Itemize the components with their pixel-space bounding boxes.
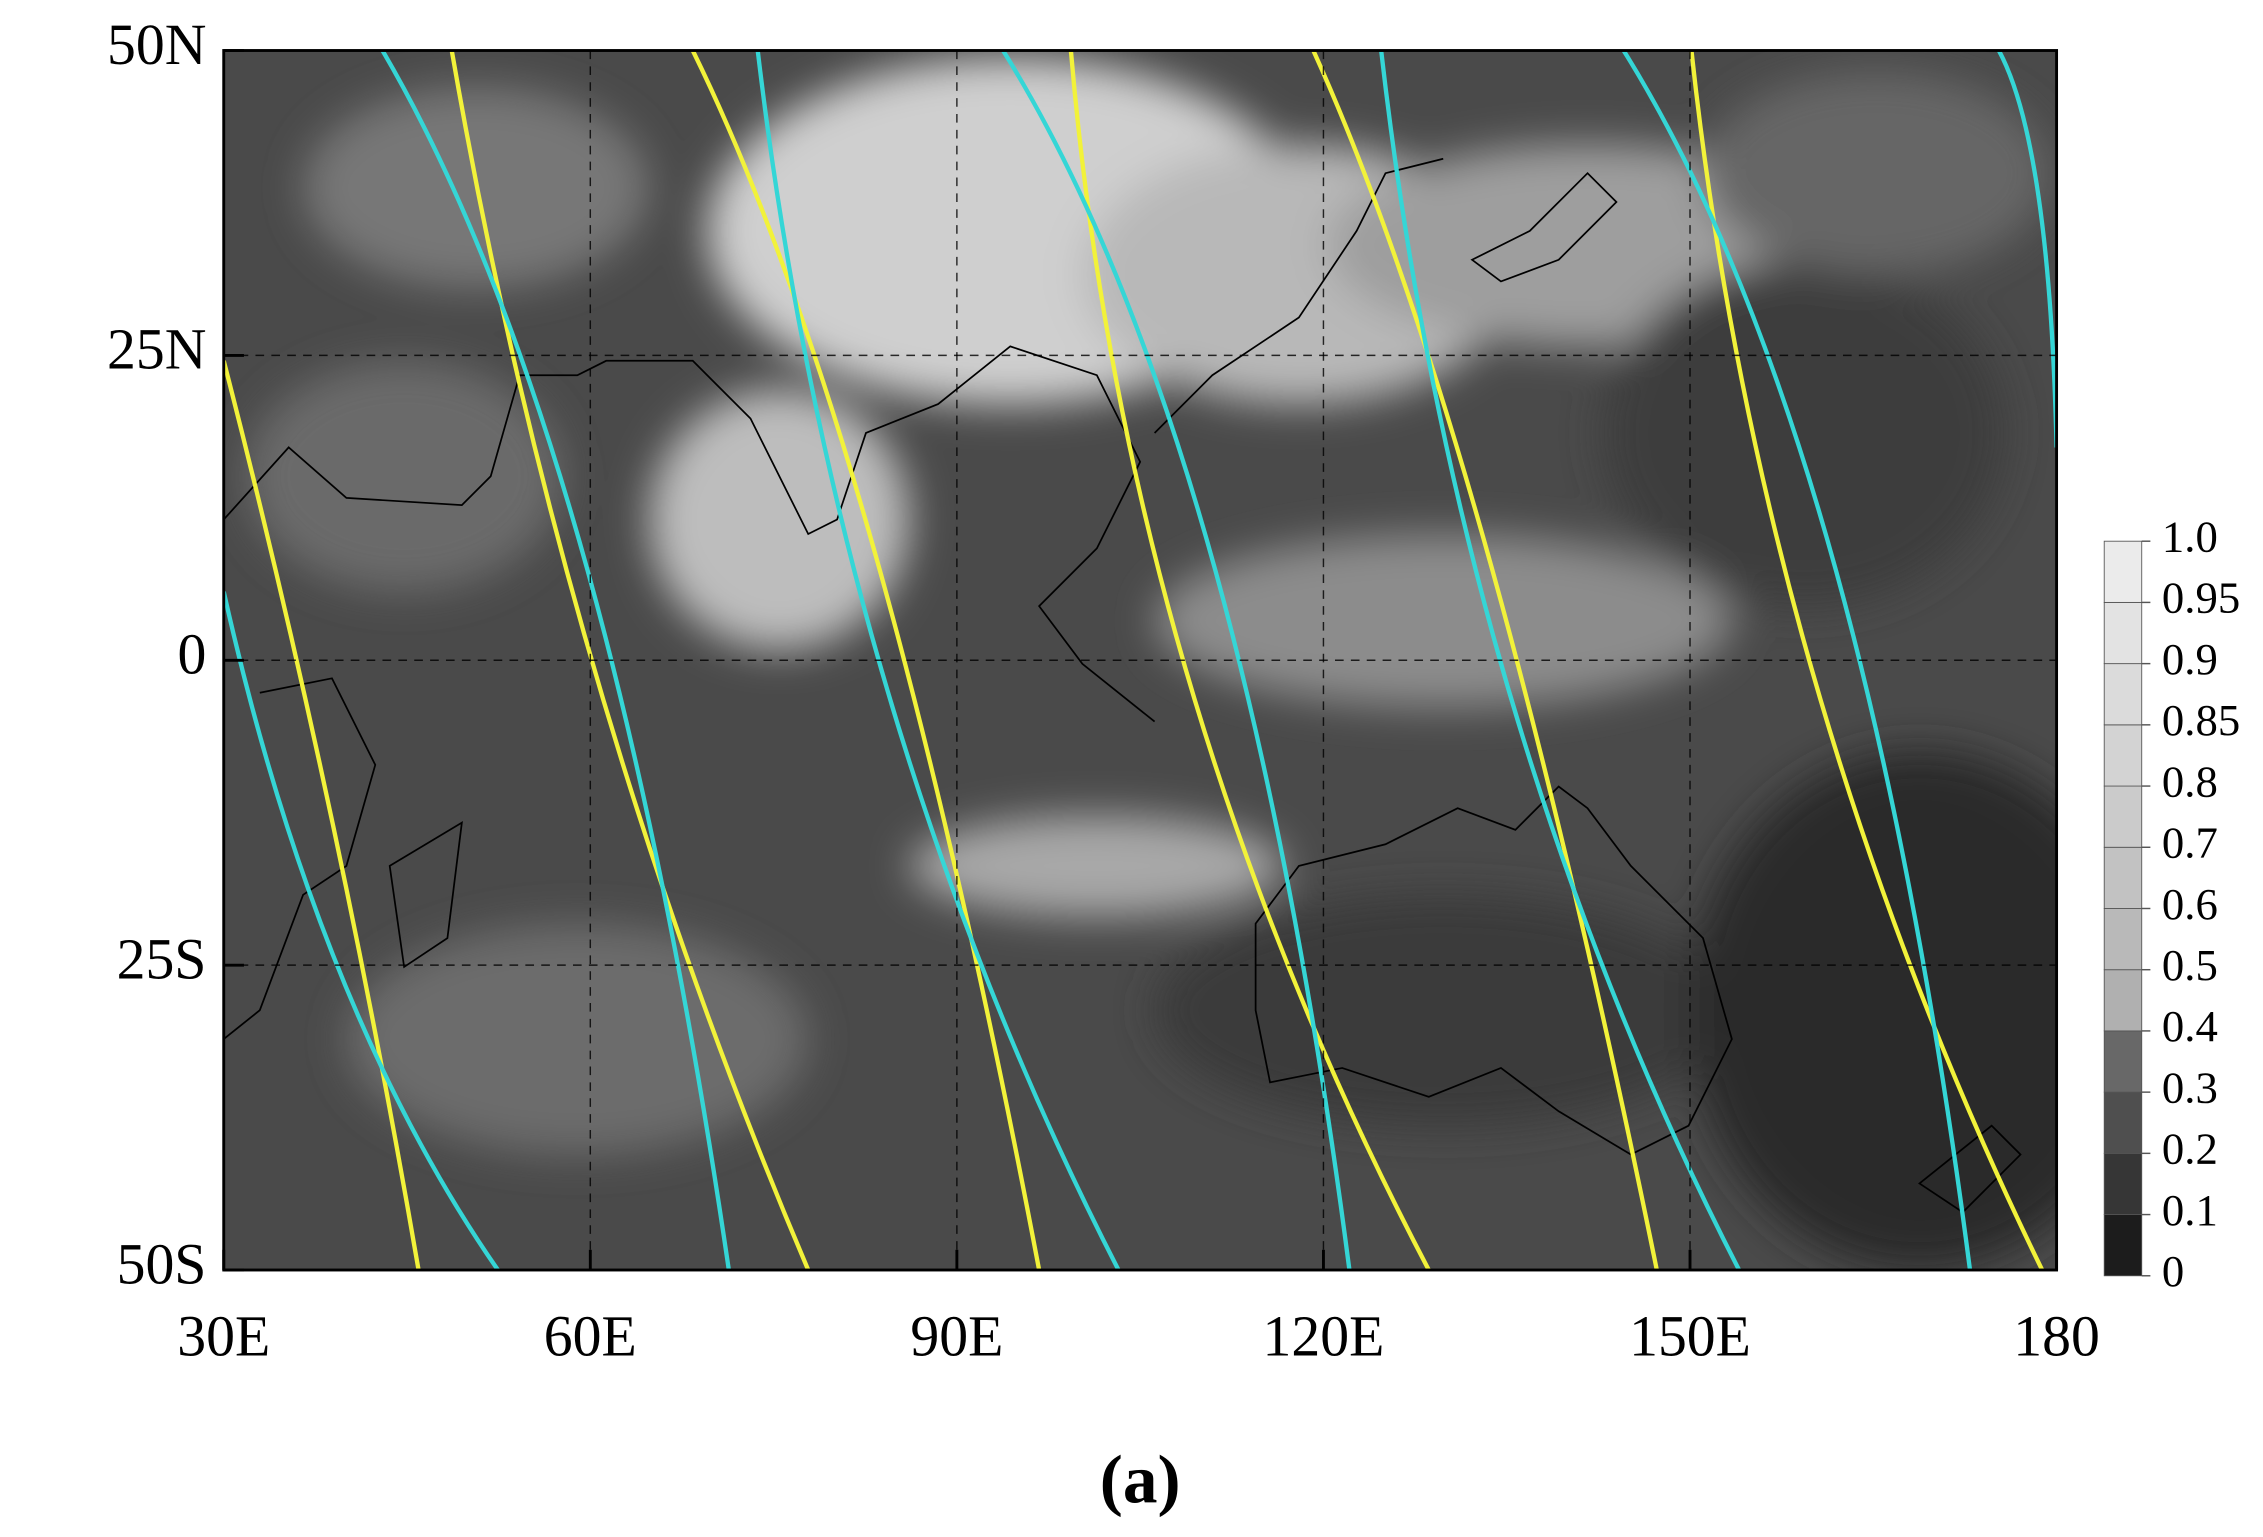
colorbar-label: 0.95 [2162,573,2240,623]
caption: (a) [1100,1440,1181,1517]
colorbar-label: 0.3 [2162,1062,2218,1112]
orbit-tracks [223,50,2057,1271]
colorbar-segment [2103,785,2143,848]
colorbar-segment [2103,1152,2143,1215]
y-tick-label: 50N [107,14,206,77]
y-tick-label: 0 [178,624,207,687]
colorbar-label: 0.2 [2162,1124,2218,1174]
x-tick-label: 150E [1629,1305,1751,1368]
colorbar-label: 0.6 [2162,879,2218,929]
colorbar-segment [2103,1091,2143,1154]
colorbar-label: 1.0 [2162,511,2218,561]
coastlines [223,157,2022,1214]
x-tick-label: 90E [910,1305,1003,1368]
colorbar-label: 0.1 [2162,1185,2218,1235]
y-tick-label: 50S [117,1233,207,1296]
x-tick-label: 30E [177,1305,270,1368]
y-tick-label: 25N [107,319,206,382]
y-tick-label: 25S [117,928,207,991]
colorbar-segment [2103,1030,2143,1093]
colorbar-label: 0.85 [2162,695,2240,745]
colorbar-label: 0.7 [2162,818,2218,868]
colorbar-label: 0.4 [2162,1001,2218,1051]
colorbar-label: 0.8 [2162,756,2218,806]
colorbar-segment [2103,908,2143,971]
colorbar-segment [2103,969,2143,1032]
colorbar-label: 0 [2162,1246,2184,1296]
x-tick-label: 120E [1263,1305,1385,1368]
colorbar-segment [2103,846,2143,909]
clouds [245,57,2057,1270]
colorbar-segment [2103,724,2143,787]
colorbar-label: 0.5 [2162,940,2218,990]
colorbar-segment [2103,601,2143,665]
colorbar-label: 0.9 [2162,634,2218,684]
axes: 30E 60E 90E 120E 150E 180 50S 25S 0 25N 50N [107,14,2100,1369]
colorbar-segment [2103,1214,2143,1277]
x-tick-label: 60E [544,1305,637,1368]
colorbar: 0 0.1 0.2 0.3 0.4 0.5 0.6 0.7 0.8 0.85 0.9 0.95 1.0 [2103,511,2240,1296]
x-tick-label: 180 [2013,1305,2100,1368]
colorbar-segment [2103,663,2143,726]
colorbar-segment [2103,540,2143,603]
